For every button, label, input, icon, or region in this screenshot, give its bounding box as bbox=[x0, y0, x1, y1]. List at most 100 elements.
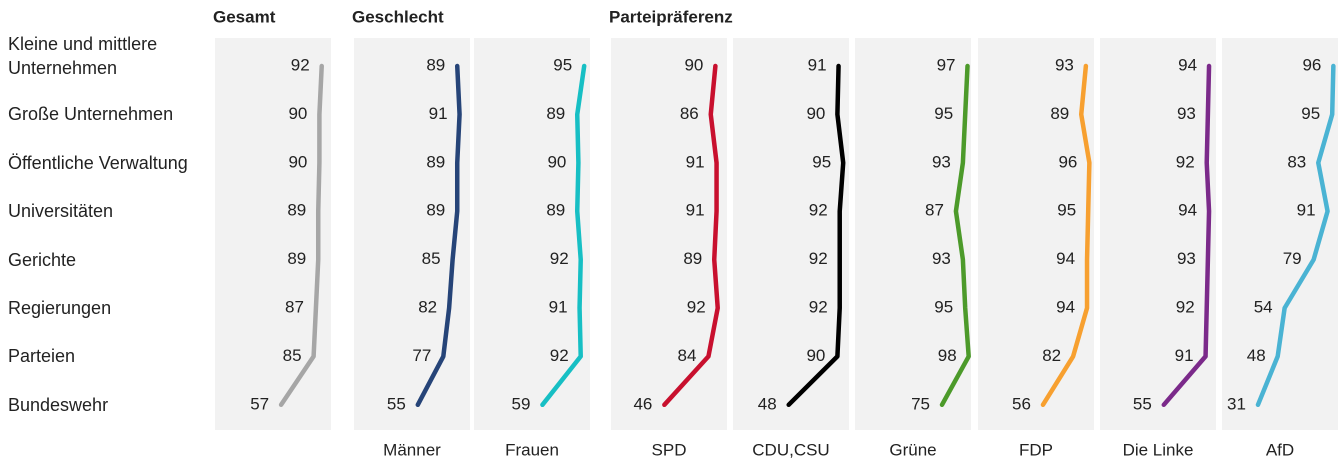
value-label: 95 bbox=[1057, 201, 1076, 220]
panel-background bbox=[354, 38, 470, 430]
value-label: 94 bbox=[1056, 249, 1075, 268]
value-label: 48 bbox=[758, 394, 777, 413]
value-label: 54 bbox=[1254, 297, 1273, 316]
value-label: 93 bbox=[932, 152, 951, 171]
series-label: Männer bbox=[383, 440, 441, 459]
value-label: 46 bbox=[633, 394, 652, 413]
line bbox=[786, 63, 846, 408]
panel-background bbox=[611, 38, 727, 430]
series-label: Frauen bbox=[505, 440, 559, 459]
value-label: 91 bbox=[808, 55, 827, 74]
row-label: Kleine und mittlere Unternehmen bbox=[8, 34, 158, 78]
line bbox=[1161, 63, 1212, 408]
value-label: 75 bbox=[911, 394, 930, 413]
value-label: 59 bbox=[512, 394, 531, 413]
value-label: 89 bbox=[426, 55, 445, 74]
panel-background bbox=[733, 38, 849, 430]
value-label: 79 bbox=[1283, 249, 1302, 268]
value-label: 85 bbox=[422, 249, 441, 268]
value-label: 87 bbox=[285, 297, 304, 316]
value-label: 96 bbox=[1058, 152, 1077, 171]
value-label: 98 bbox=[938, 346, 957, 365]
row-label: Gerichte bbox=[8, 249, 77, 270]
value-label: 95 bbox=[934, 104, 953, 123]
value-label: 92 bbox=[1176, 297, 1195, 316]
line bbox=[662, 63, 720, 408]
value-label: 48 bbox=[1247, 346, 1266, 365]
value-label: 82 bbox=[418, 297, 437, 316]
value-label: 95 bbox=[553, 55, 572, 74]
value-label: 91 bbox=[686, 152, 705, 171]
value-label: 57 bbox=[250, 394, 269, 413]
line bbox=[278, 63, 324, 408]
panel-background bbox=[215, 38, 331, 430]
value-label: 89 bbox=[287, 201, 306, 220]
value-label: 96 bbox=[1302, 55, 1321, 74]
value-label: 89 bbox=[426, 201, 445, 220]
value-label: 94 bbox=[1056, 297, 1075, 316]
value-label: 55 bbox=[387, 394, 406, 413]
value-label: 83 bbox=[1287, 152, 1306, 171]
value-label: 89 bbox=[546, 104, 565, 123]
group-title: Parteipräferenz bbox=[609, 7, 733, 26]
series-label: Grüne bbox=[889, 440, 936, 459]
value-label: 92 bbox=[550, 249, 569, 268]
value-label: 90 bbox=[806, 346, 825, 365]
value-label: 90 bbox=[288, 104, 307, 123]
group-title: Gesamt bbox=[213, 7, 276, 26]
row-label: Öffentliche Verwaltung bbox=[8, 152, 188, 173]
value-label: 92 bbox=[809, 201, 828, 220]
panel-background bbox=[978, 38, 1094, 430]
value-label: 97 bbox=[937, 55, 956, 74]
series-label: FDP bbox=[1019, 440, 1053, 459]
series-label: SPD bbox=[652, 440, 687, 459]
row-label: Regierungen bbox=[8, 298, 112, 318]
value-label: 92 bbox=[809, 297, 828, 316]
line bbox=[939, 63, 971, 408]
value-label: 89 bbox=[287, 249, 306, 268]
line bbox=[415, 63, 462, 408]
value-label: 93 bbox=[1177, 104, 1196, 123]
row-label: Große Unternehmen bbox=[8, 104, 174, 125]
value-label: 91 bbox=[1175, 346, 1194, 365]
panel-background bbox=[855, 38, 971, 430]
value-label: 94 bbox=[1178, 201, 1197, 220]
value-label: 93 bbox=[932, 249, 951, 268]
row-label: Parteien bbox=[8, 346, 76, 367]
value-label: 89 bbox=[1050, 104, 1069, 123]
value-label: 91 bbox=[549, 297, 568, 316]
value-label: 85 bbox=[283, 346, 302, 365]
value-label: 77 bbox=[412, 346, 431, 365]
value-label: 89 bbox=[546, 201, 565, 220]
value-label: 87 bbox=[925, 201, 944, 220]
line bbox=[1040, 63, 1092, 408]
row-label: Bundeswehr bbox=[8, 394, 109, 415]
panel-background bbox=[1100, 38, 1216, 430]
value-label: 89 bbox=[683, 249, 702, 268]
value-label: 94 bbox=[1178, 55, 1197, 74]
value-label: 90 bbox=[547, 152, 566, 171]
value-label: 90 bbox=[806, 104, 825, 123]
value-label: 55 bbox=[1133, 394, 1152, 413]
value-label: 91 bbox=[1297, 201, 1316, 220]
value-label: 92 bbox=[1176, 152, 1195, 171]
group-title: Geschlecht bbox=[352, 7, 444, 26]
value-label: 92 bbox=[550, 346, 569, 365]
value-label: 93 bbox=[1177, 249, 1196, 268]
value-label: 91 bbox=[429, 104, 448, 123]
value-label: 89 bbox=[426, 152, 445, 171]
value-label: 95 bbox=[934, 297, 953, 316]
value-label: 95 bbox=[812, 152, 831, 171]
value-label: 56 bbox=[1012, 394, 1031, 413]
line bbox=[540, 63, 587, 408]
value-label: 92 bbox=[809, 249, 828, 268]
value-label: 92 bbox=[687, 297, 706, 316]
value-label: 92 bbox=[291, 55, 310, 74]
value-label: 91 bbox=[686, 201, 705, 220]
value-label: 93 bbox=[1055, 55, 1074, 74]
value-label: 31 bbox=[1227, 394, 1246, 413]
series-label: AfD bbox=[1266, 440, 1294, 459]
series-label: CDU,CSU bbox=[752, 440, 829, 459]
